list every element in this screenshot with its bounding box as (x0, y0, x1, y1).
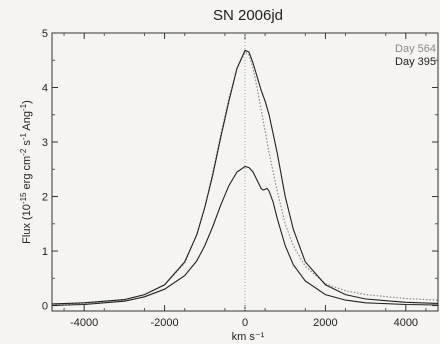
y-axis-label: Flux (10-15 erg cm-2 s-1 Ang-1) (19, 100, 34, 244)
y-tick-label: 4 (42, 83, 48, 95)
y-tick-label: 1 (42, 246, 48, 258)
chart-title: SN 2006jd (213, 7, 283, 24)
y-axis-label-part: -1 (19, 103, 28, 111)
x-tick-label: 2000 (313, 317, 337, 329)
y-axis-label-part: ) (21, 100, 33, 104)
axes: -4000 -2000 0 2000 4000 0 1 2 3 4 5 (42, 28, 439, 329)
y-tick-label: 3 (42, 137, 48, 149)
x-axis-label: km s⁻¹ (232, 331, 265, 343)
series-line-3 (51, 49, 439, 305)
y-axis-label-part: -1 (19, 132, 28, 140)
y-tick-label: 0 (42, 301, 48, 313)
x-tick-label: -2000 (151, 317, 179, 329)
x-tick-label: 0 (242, 317, 248, 329)
y-axis-label-part: Flux (10 (21, 204, 33, 244)
y-tick-label: 5 (42, 28, 48, 40)
x-tick-label: -4000 (70, 317, 98, 329)
y-axis-label-part: -2 (19, 148, 28, 156)
series-line-1 (51, 51, 439, 306)
series-line-2 (51, 165, 439, 307)
y-axis-label-part: -15 (19, 192, 28, 204)
plot-area (51, 33, 439, 311)
y-axis-label-part: Ang (21, 111, 33, 133)
y-axis-label-part: erg cm (21, 156, 33, 193)
legend-entry-1: Day 564 (395, 43, 436, 55)
y-axis-label-part: s (21, 140, 33, 149)
y-tick-label: 2 (42, 192, 48, 204)
legend-entry-2: Day 395 (395, 56, 436, 68)
x-tick-label: 4000 (394, 317, 418, 329)
